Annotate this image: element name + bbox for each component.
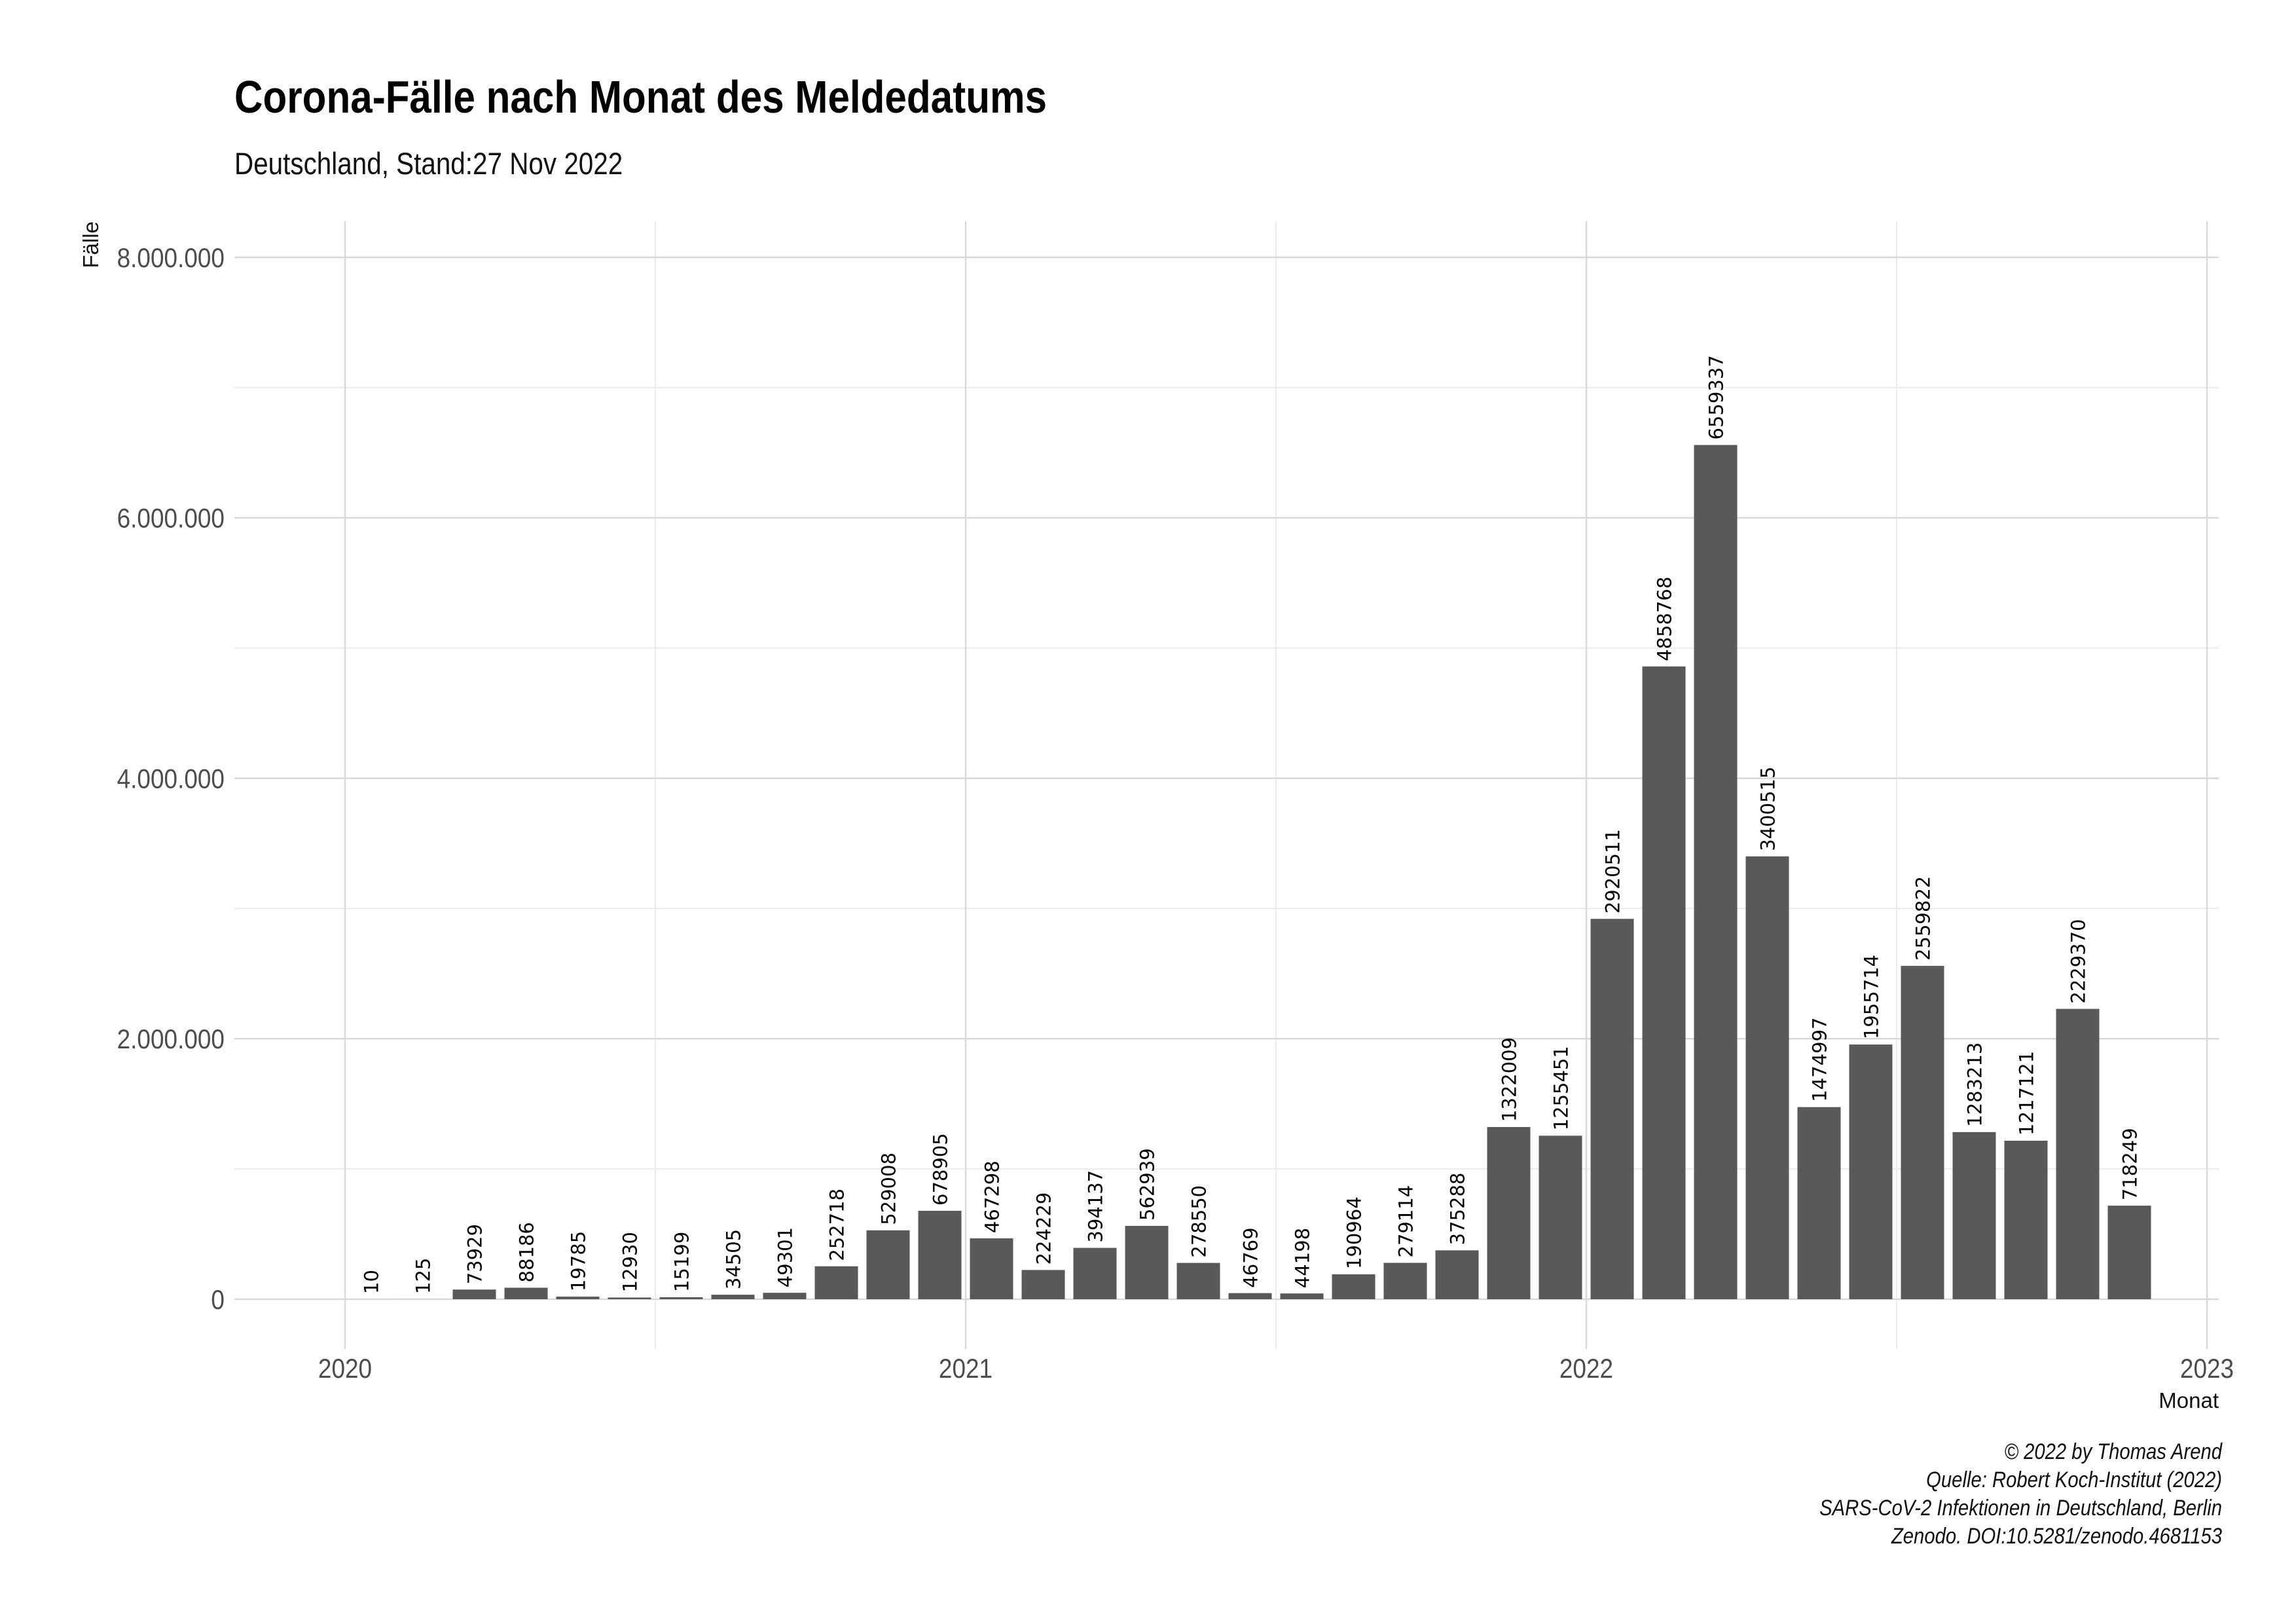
data-label: 278550	[1188, 1185, 1211, 1258]
bar	[504, 1287, 548, 1299]
data-label: 394137	[1085, 1170, 1107, 1243]
x-tick-label: 2020	[318, 1354, 372, 1384]
bar	[1021, 1270, 1065, 1299]
data-label: 6559337	[1705, 355, 1728, 439]
data-label: 718249	[2119, 1128, 2141, 1200]
caption-line: Quelle: Robert Koch-Institut (2022)	[1926, 1467, 2222, 1492]
bar	[1901, 965, 1944, 1299]
bar	[1487, 1127, 1531, 1299]
bar	[1383, 1263, 1427, 1299]
bar	[1280, 1293, 1324, 1299]
data-label: 15199	[671, 1232, 693, 1292]
data-label: 190964	[1343, 1196, 1366, 1269]
bar	[1642, 666, 1686, 1299]
bars	[349, 445, 2151, 1299]
data-label: 3400515	[1757, 767, 1779, 851]
x-tick-label: 2021	[939, 1354, 993, 1384]
data-label: 1955714	[1861, 955, 1883, 1039]
data-label: 19785	[568, 1231, 590, 1291]
data-label: 10	[361, 1270, 383, 1294]
chart-subtitle: Deutschland, Stand:27 Nov 2022	[234, 146, 623, 181]
data-label: 44198	[1292, 1228, 1314, 1288]
data-label: 49301	[774, 1227, 797, 1287]
data-label: 467298	[981, 1160, 1004, 1233]
y-tick-label: 0	[211, 1285, 225, 1316]
data-label: 12930	[619, 1232, 642, 1292]
bar	[970, 1238, 1013, 1299]
y-tick-label: 6.000.000	[117, 504, 225, 534]
data-label: 224229	[1033, 1192, 1055, 1265]
bar	[659, 1297, 703, 1299]
bar	[1590, 919, 1634, 1299]
x-axis-title: Monat	[2159, 1388, 2219, 1412]
caption-line: Zenodo. DOI:10.5281/zenodo.4681153	[1891, 1524, 2222, 1549]
data-labels: 10 125 73929 88186 19785 12930 15199 34505 49301…	[361, 355, 2141, 1294]
data-label: 1283213	[1964, 1043, 1986, 1127]
y-axis-title: Fälle	[79, 221, 103, 268]
bar	[1435, 1250, 1479, 1299]
bar	[866, 1230, 910, 1299]
data-label: 529008	[878, 1153, 900, 1225]
data-label: 46769	[1240, 1227, 1262, 1287]
bar	[1176, 1263, 1220, 1299]
caption-line: SARS-CoV-2 Infektionen in Deutschland, B…	[1819, 1496, 2222, 1521]
y-tick-label: 8.000.000	[117, 243, 225, 274]
bar	[556, 1297, 600, 1299]
data-label: 678905	[930, 1133, 952, 1206]
data-label: 2229370	[2068, 919, 2090, 1003]
data-label: 562939	[1137, 1148, 1159, 1221]
data-label: 1322009	[1499, 1037, 1521, 1122]
data-label: 1474997	[1809, 1018, 1831, 1102]
bar	[1539, 1135, 1582, 1299]
bar	[763, 1293, 807, 1299]
data-label: 252718	[826, 1189, 848, 1261]
data-label: 2559822	[1912, 876, 1935, 961]
data-label: 34505	[723, 1229, 745, 1289]
data-label: 125	[412, 1258, 435, 1294]
bar	[1952, 1132, 1996, 1299]
bar	[1073, 1247, 1117, 1299]
x-tick-label: 2023	[2180, 1354, 2234, 1384]
bar	[1332, 1274, 1376, 1299]
bar	[1797, 1107, 1841, 1299]
bar	[918, 1210, 962, 1299]
bar	[1694, 445, 1738, 1299]
chart-title: Corona-Fälle nach Monat des Meldedatums	[234, 71, 1047, 122]
data-label: 279114	[1395, 1185, 1417, 1258]
bar	[2107, 1206, 2151, 1299]
bar	[1745, 856, 1789, 1299]
data-label: 4858768	[1654, 577, 1676, 661]
data-label: 1217121	[2016, 1051, 2038, 1135]
bar	[1125, 1226, 1169, 1299]
bar	[711, 1295, 755, 1299]
bar	[608, 1297, 651, 1299]
y-tick-label: 4.000.000	[117, 764, 225, 794]
bar	[1228, 1293, 1272, 1299]
x-tick-label: 2022	[1559, 1354, 1613, 1384]
bar	[1849, 1044, 1893, 1299]
bar	[814, 1266, 858, 1299]
bar	[452, 1289, 496, 1299]
bar	[2004, 1140, 2048, 1299]
data-label: 375288	[1447, 1173, 1469, 1246]
data-label: 88186	[516, 1222, 538, 1282]
data-label: 2920511	[1602, 829, 1624, 913]
caption-line: © 2022 by Thomas Arend	[2004, 1439, 2222, 1464]
y-tick-label: 2.000.000	[117, 1024, 225, 1055]
caption: © 2022 by Thomas Arend Quelle: Robert Ko…	[1754, 1438, 2222, 1551]
tick-labels: 0 2.000.000 4.000.000 6.000.000 8.000.000 202…	[117, 243, 2234, 1384]
data-label: 1255451	[1550, 1046, 1573, 1130]
bar	[2056, 1008, 2100, 1299]
data-label: 73929	[464, 1224, 486, 1284]
